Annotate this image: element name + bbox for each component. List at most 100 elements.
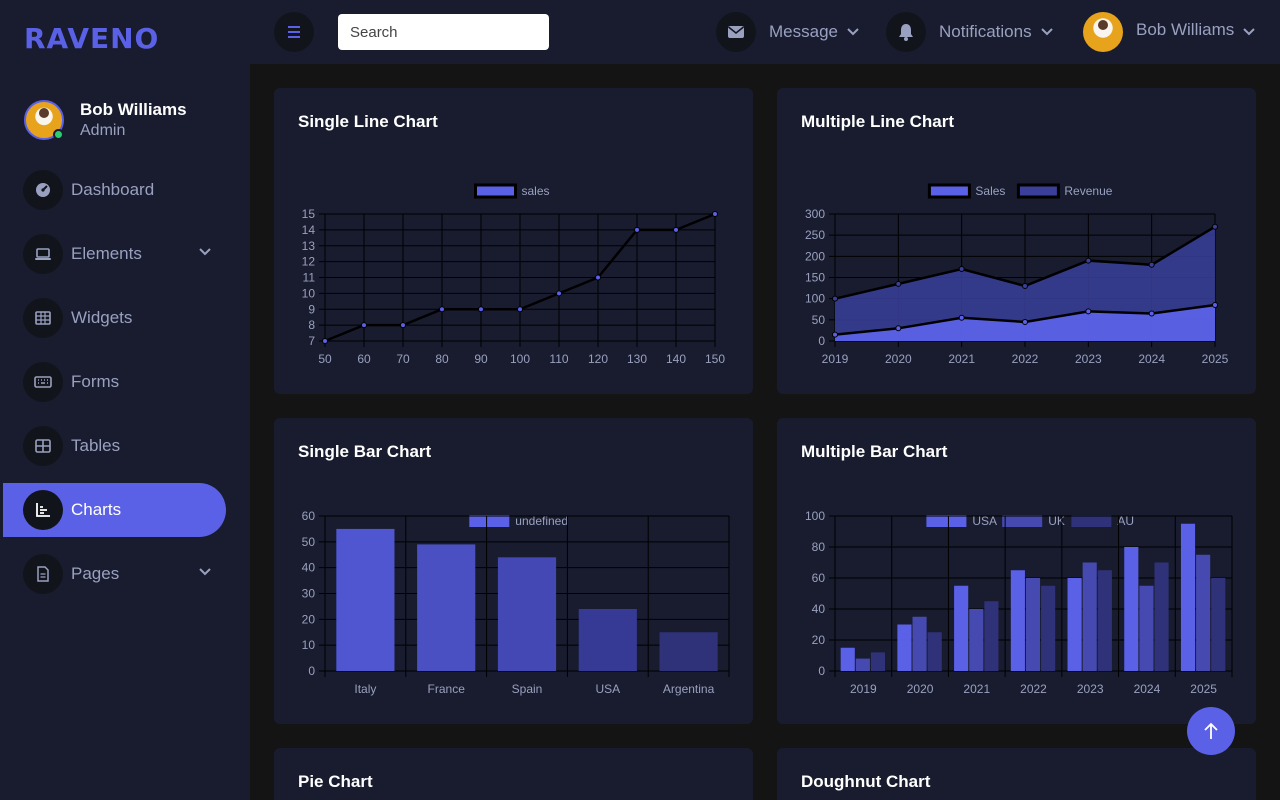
legend-label: USA [972,514,997,528]
data-point [895,325,902,332]
sidebar-item-tables[interactable]: Tables [0,419,250,473]
y-tick-label: 7 [308,334,315,348]
x-tick-label: 2022 [1012,352,1039,366]
bar-uk-2020 [912,616,927,671]
x-tick-label: Argentina [663,682,715,696]
sidebar-item-dashboard[interactable]: Dashboard [0,163,250,217]
bar-uk-2025 [1196,554,1211,671]
data-point [1085,308,1092,315]
sidebar-item-forms[interactable]: Forms [0,355,250,409]
bar-uk-2021 [969,609,984,671]
doughnut-chart-card: Doughnut Chart [777,748,1256,800]
x-tick-label: 2019 [850,682,877,696]
chevron-down-icon [199,568,211,576]
y-tick-label: 250 [805,228,825,242]
card-title: Single Bar Chart [298,442,432,461]
data-point [1085,257,1092,264]
user-menu-dropdown[interactable]: Bob Williams [1083,12,1256,52]
y-tick-label: 0 [818,334,825,348]
x-tick-label: 2021 [948,352,975,366]
menu-toggle-button[interactable] [274,12,314,52]
y-tick-label: 10 [302,286,316,300]
bar-spain [497,557,557,671]
data-point [958,314,965,321]
y-tick-label: 300 [805,207,825,221]
bar-au-2022 [1041,585,1056,671]
x-tick-label: Spain [512,682,543,696]
y-tick-label: 40 [302,561,316,575]
legend-swatch [474,183,517,199]
x-tick-label: 60 [357,352,371,366]
bar-usa-2025 [1180,523,1196,671]
bar-uk-2019 [855,658,870,671]
bar-au-2024 [1154,562,1169,671]
x-tick-label: 2021 [963,682,990,696]
x-tick-label: 2022 [1020,682,1047,696]
sidebar-item-elements[interactable]: Elements [0,227,250,281]
y-tick-label: 0 [308,664,315,678]
x-tick-label: USA [595,682,620,696]
avatar [1083,12,1123,52]
legend-swatch [926,515,967,527]
x-tick-label: 100 [510,352,530,366]
sidebar-item-label: Dashboard [71,180,155,199]
data-point [673,226,679,233]
data-point [1148,310,1155,317]
x-tick-label: 150 [705,352,725,366]
notifications-label: Notifications [939,22,1032,41]
legend-swatch [1071,515,1112,527]
chevron-down-icon [847,28,859,36]
sidebar-item-widgets[interactable]: Widgets [0,291,250,345]
x-tick-label: 2025 [1190,682,1217,696]
search-input[interactable] [338,14,549,50]
laptop-icon [23,234,63,274]
y-tick-label: 60 [302,509,316,523]
sidebar-item-charts[interactable]: Charts [3,483,226,537]
chevron-down-icon [1243,28,1255,36]
scroll-to-top-button[interactable] [1187,707,1235,755]
message-label: Message [769,22,838,41]
sidebar-item-pages[interactable]: Pages [0,547,250,601]
y-tick-label: 30 [302,587,316,601]
sidebar-item-label: Widgets [71,308,133,327]
y-tick-label: 40 [812,602,826,616]
x-tick-label: 120 [588,352,608,366]
x-tick-label: 140 [666,352,686,366]
sidebar-item-label: Pages [71,564,120,583]
y-tick-label: 15 [302,207,316,221]
message-dropdown[interactable]: Message [716,12,860,52]
brand-logo[interactable]: RAVENO [24,22,160,55]
data-point [595,274,601,281]
x-tick-label: 70 [396,352,410,366]
data-point [634,226,640,233]
notifications-dropdown[interactable]: Notifications [886,12,1054,52]
data-point [322,338,328,344]
bar-au-2025 [1211,578,1226,671]
avatar [24,100,64,140]
chevron-down-icon [1040,28,1053,36]
profile-role: Admin [80,122,126,139]
bar-usa [578,609,637,671]
legend-swatch [469,515,510,527]
arrow-up-icon [1204,722,1218,739]
data-point [958,266,965,273]
file-icon [23,554,63,594]
sidebar: RAVENO Bob Williams Admin Dashboard Elem… [0,0,250,800]
card-title: Doughnut Chart [801,772,931,791]
x-tick-label: 110 [549,352,568,366]
data-point [361,322,367,329]
bar-usa-2021 [954,585,969,671]
x-tick-label: 2025 [1202,352,1229,366]
legend-label: Revenue [1064,184,1112,198]
legend-label: UK [1048,514,1065,528]
pie-chart-card: Pie Chart [274,748,753,800]
sidebar-profile[interactable]: Bob Williams Admin [24,100,187,140]
legend-label: undefined [515,514,568,528]
profile-name: Bob Williams [80,100,187,119]
data-point [1148,261,1155,268]
y-tick-label: 20 [302,612,316,626]
data-point [1022,282,1028,289]
x-tick-label: 2019 [822,352,849,366]
multiple-bar-chart-card: Multiple Bar Chart USA UK AU 0 20 40 60 80 100 20… [777,418,1256,724]
